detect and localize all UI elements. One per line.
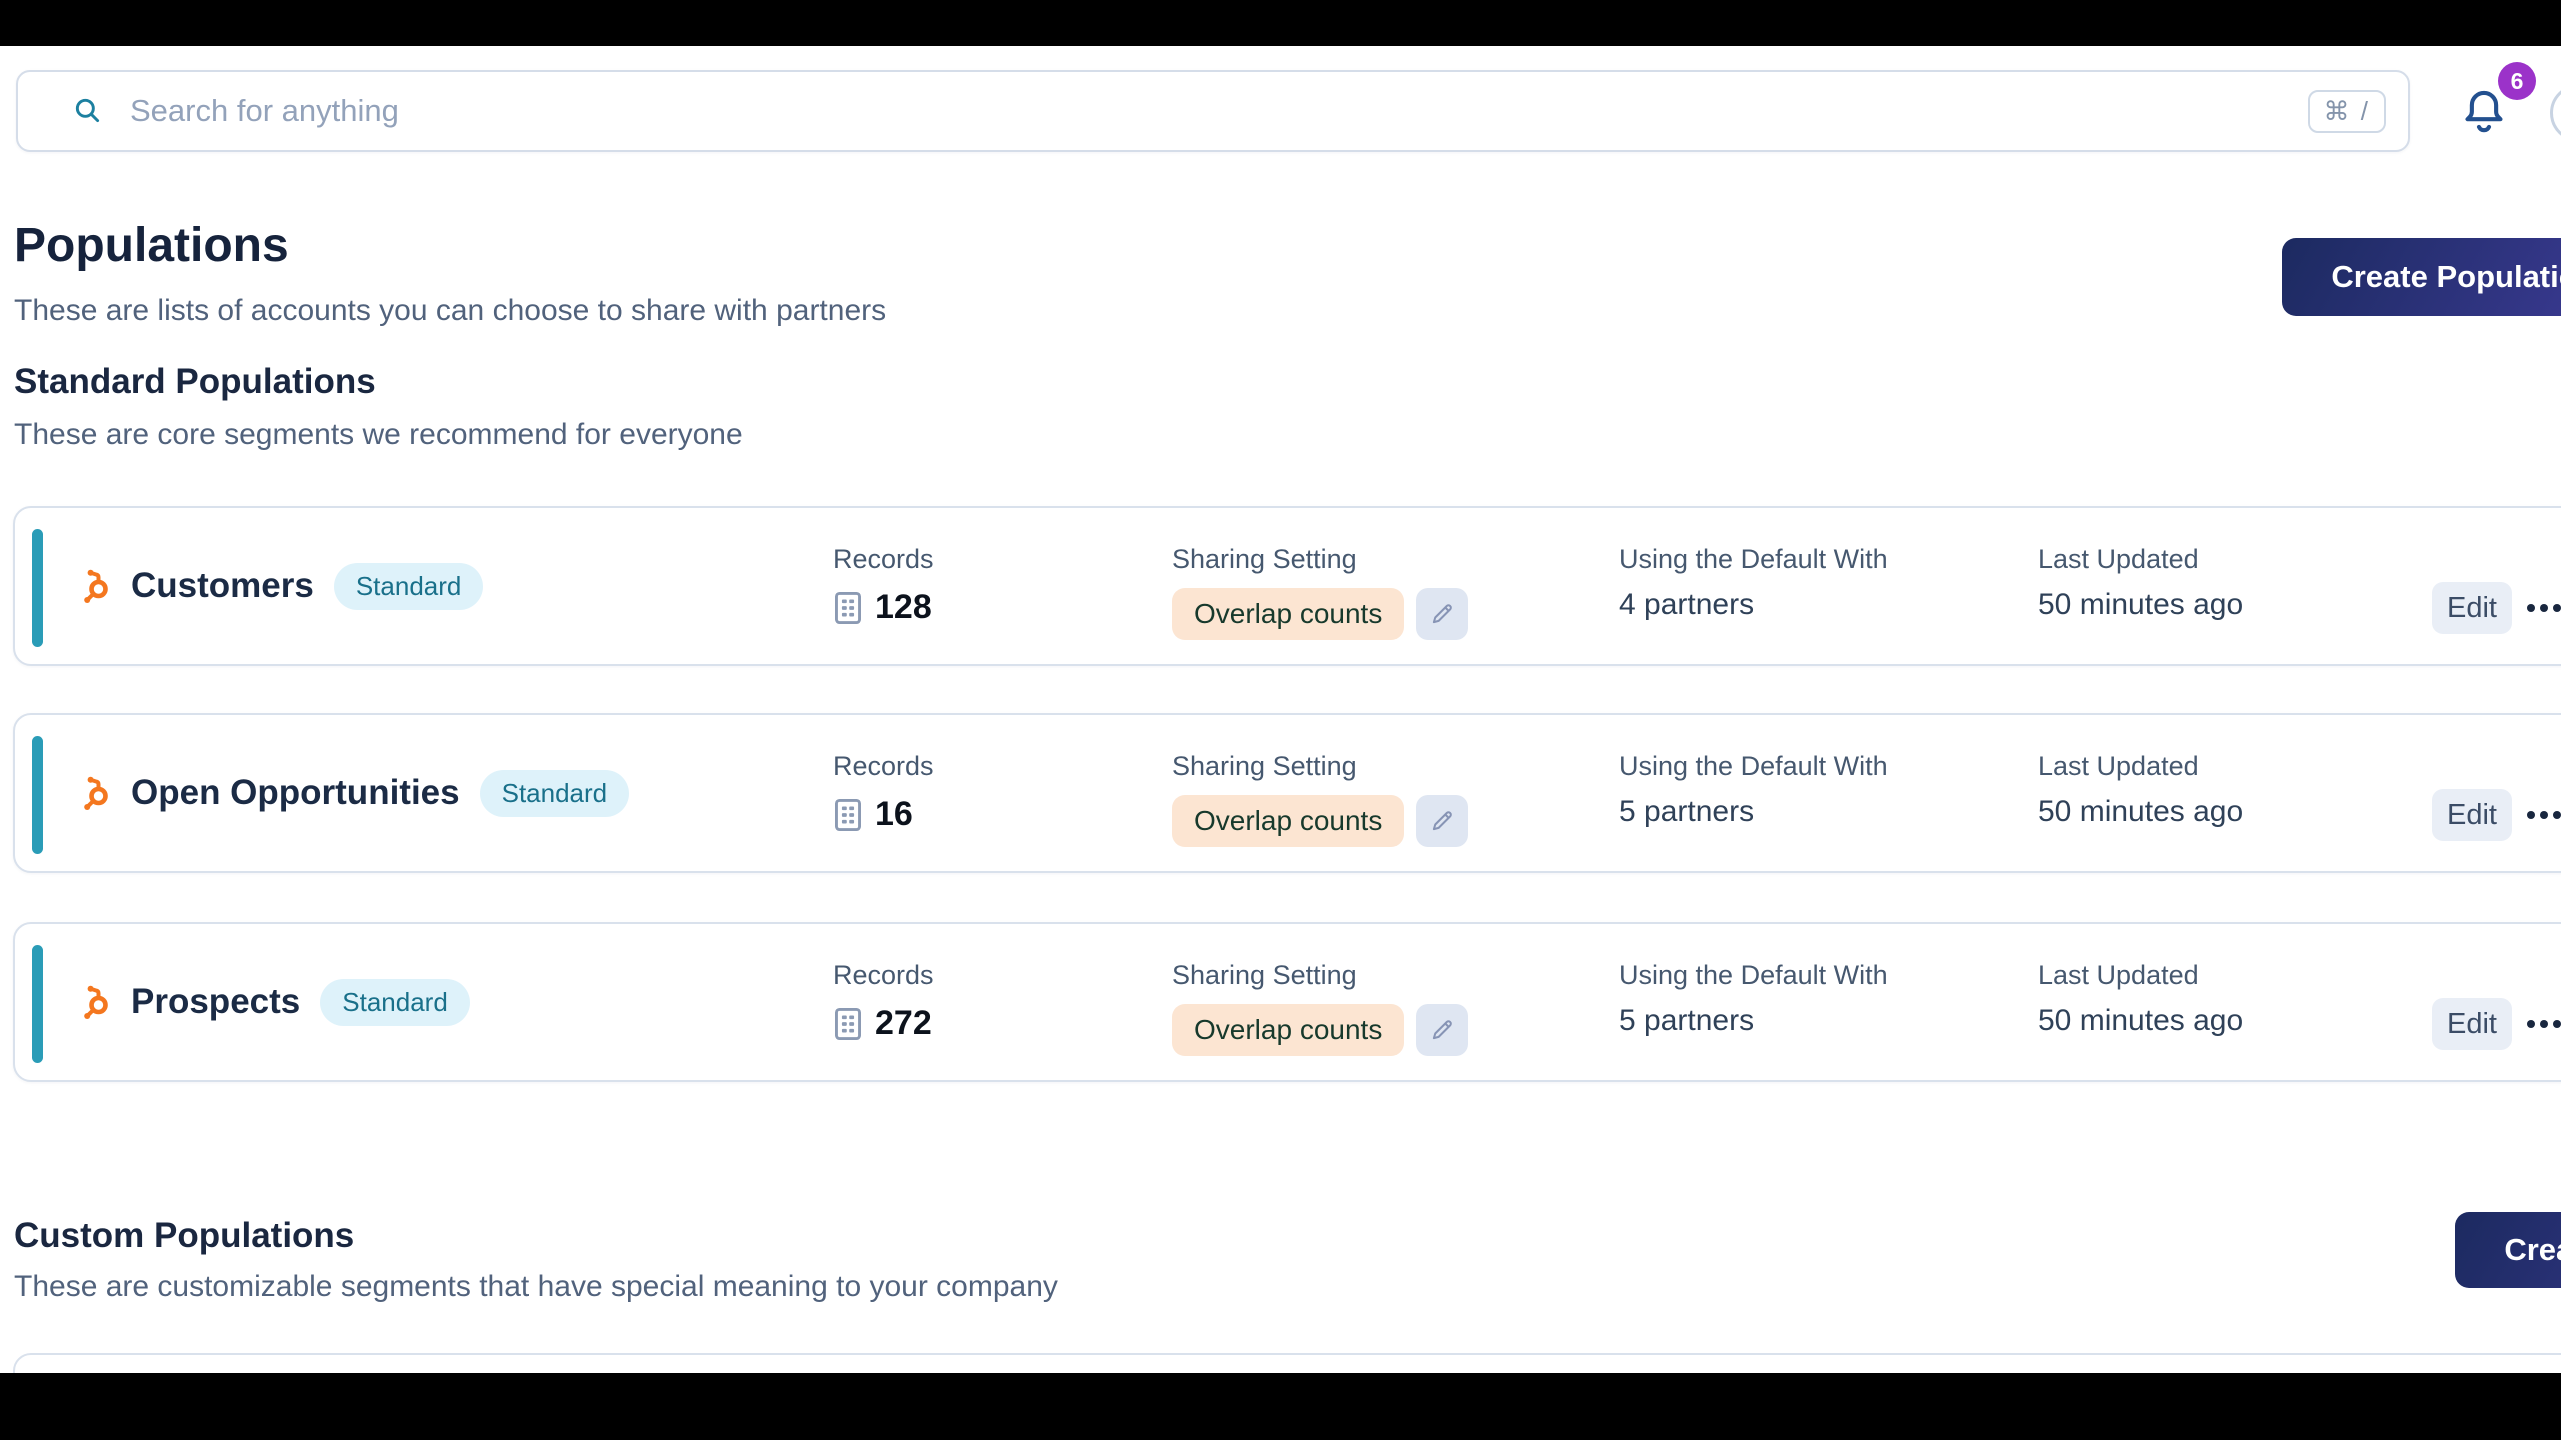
create-population-button[interactable]: Create Population [2282,238,2561,316]
records-count: 272 [875,1004,932,1042]
sharing-setting-badge: Overlap counts [1172,1004,1405,1056]
create-custom-population-button[interactable]: Create Population [2455,1212,2561,1288]
population-accent-bar [32,945,43,1063]
hubspot-icon [84,776,108,810]
more-options-button[interactable] [2527,596,2561,620]
using-default-label: Using the Default With [1619,544,1888,574]
using-default-value: 5 partners [1619,1004,1755,1037]
edit-population-button[interactable]: Edit [2432,789,2512,841]
more-options-icon [2527,604,2535,612]
records-label: Records [833,751,934,781]
edit-population-button[interactable]: Edit [2432,998,2512,1050]
last-updated-value: 50 minutes ago [2038,588,2244,621]
sharing-setting-badge: Overlap counts [1172,588,1405,640]
last-updated-value: 50 minutes ago [2038,1004,2244,1037]
population-card-partial [13,1353,2561,1373]
records-label: Records [833,960,934,990]
more-options-icon [2527,1020,2535,1028]
more-options-icon [2527,811,2535,819]
using-default-label: Using the Default With [1619,960,1888,990]
standard-badge: Standard [479,769,630,817]
notifications-button[interactable] [2458,86,2510,138]
hubspot-icon [84,985,108,1019]
using-default-label: Using the Default With [1619,751,1888,781]
last-updated-label: Last Updated [2038,751,2199,781]
search-shortcut-hint: ⌘ / [2307,89,2386,133]
population-accent-bar [32,736,43,854]
search-input[interactable] [130,93,2308,129]
pencil-icon [1433,811,1453,831]
custom-populations-subtitle: These are customizable segments that hav… [14,1270,1058,1303]
populations-page: ⌘ / 6 Populations These are lists of acc… [0,46,2561,1373]
standard-badge: Standard [320,978,470,1026]
population-card-open-opportunities: Open Opportunities Standard Records 16 [13,713,2561,873]
last-updated-label: Last Updated [2038,960,2199,990]
using-default-value: 4 partners [1619,588,1755,621]
sharing-setting-label: Sharing Setting [1172,544,1357,574]
global-search-bar[interactable]: ⌘ / [16,70,2410,152]
page-subtitle: These are lists of accounts you can choo… [14,294,887,327]
pencil-icon [1433,1020,1453,1040]
population-accent-bar [32,529,43,647]
custom-populations-title: Custom Populations [14,1216,355,1255]
edit-sharing-button[interactable] [1416,588,1469,640]
edit-population-button[interactable]: Edit [2432,582,2512,634]
last-updated-value: 50 minutes ago [2038,795,2244,828]
standard-populations-title: Standard Populations [14,362,376,401]
records-count: 128 [875,588,932,626]
sharing-setting-label: Sharing Setting [1172,960,1357,990]
search-icon [75,98,100,123]
records-icon [835,798,861,831]
notification-count-badge: 6 [2498,62,2536,100]
standard-badge: Standard [333,562,484,610]
page-title: Populations [14,219,289,272]
population-card-customers: Customers Standard Records 128 [13,506,2561,666]
using-default-value: 5 partners [1619,795,1755,828]
edit-sharing-button[interactable] [1416,1004,1469,1056]
population-name: Customers [131,566,314,605]
standard-populations-subtitle: These are core segments we recommend for… [14,418,743,451]
hubspot-icon [84,569,108,603]
records-count: 16 [875,795,913,833]
avatar[interactable] [2550,84,2561,142]
more-options-button[interactable] [2527,1012,2561,1036]
population-name: Open Opportunities [131,773,460,812]
edit-sharing-button[interactable] [1416,795,1469,847]
records-label: Records [833,544,934,574]
bell-icon [2465,90,2503,133]
records-icon [835,1007,861,1040]
population-card-prospects: Prospects Standard Records 272 [13,922,2561,1082]
sharing-setting-label: Sharing Setting [1172,751,1357,781]
pencil-icon [1433,604,1453,624]
last-updated-label: Last Updated [2038,544,2199,574]
population-name: Prospects [131,982,301,1021]
more-options-button[interactable] [2527,803,2561,827]
sharing-setting-badge: Overlap counts [1172,795,1405,847]
records-icon [835,591,861,624]
